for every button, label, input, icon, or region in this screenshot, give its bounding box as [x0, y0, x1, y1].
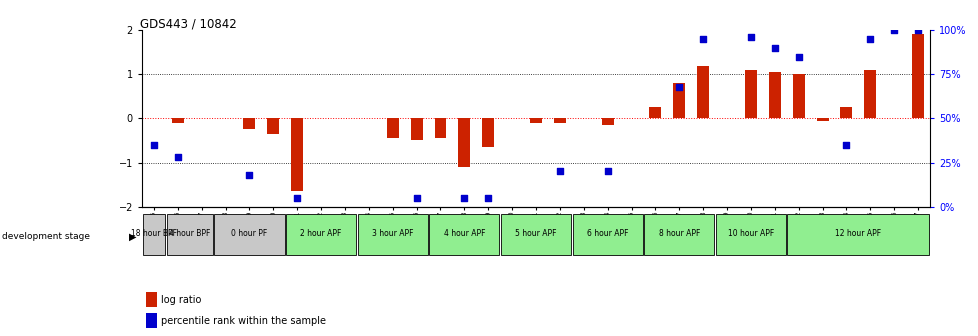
Bar	[786, 214, 928, 255]
Bar	[792, 74, 804, 119]
Bar	[214, 214, 285, 255]
Point	[170, 155, 186, 160]
Bar	[171, 119, 184, 123]
Point	[456, 195, 471, 201]
Point	[146, 142, 161, 148]
Bar	[696, 66, 708, 119]
Bar	[482, 119, 494, 147]
Bar	[816, 119, 827, 121]
Text: 18 hour BPF: 18 hour BPF	[131, 229, 177, 238]
Bar	[267, 119, 279, 134]
Point	[409, 195, 424, 201]
Bar	[864, 70, 875, 119]
Bar	[290, 119, 303, 191]
Bar	[146, 313, 157, 328]
Bar	[554, 119, 565, 123]
Text: 4 hour APF: 4 hour APF	[443, 229, 485, 238]
Text: ▶: ▶	[129, 232, 137, 242]
Bar	[744, 70, 756, 119]
Bar	[428, 214, 499, 255]
Bar	[166, 214, 212, 255]
Text: GDS443 / 10842: GDS443 / 10842	[140, 17, 237, 30]
Point	[742, 35, 758, 40]
Point	[766, 45, 781, 51]
Bar	[386, 119, 398, 138]
Point	[694, 36, 710, 42]
Bar	[768, 72, 780, 119]
Text: 3 hour APF: 3 hour APF	[372, 229, 413, 238]
Point	[289, 195, 305, 201]
Bar	[286, 214, 356, 255]
Text: 2 hour APF: 2 hour APF	[300, 229, 341, 238]
Text: percentile rank within the sample: percentile rank within the sample	[160, 316, 326, 326]
Point	[862, 36, 877, 42]
Bar	[911, 34, 923, 119]
Text: log ratio: log ratio	[160, 295, 201, 305]
Bar	[357, 214, 427, 255]
Point	[600, 169, 615, 174]
Bar	[410, 119, 422, 140]
Point	[242, 172, 257, 177]
Bar	[601, 119, 613, 125]
Text: 4 hour BPF: 4 hour BPF	[169, 229, 210, 238]
Point	[885, 28, 901, 33]
Bar	[840, 108, 852, 119]
Bar	[572, 214, 643, 255]
Point	[671, 84, 687, 89]
Text: development stage: development stage	[2, 233, 90, 241]
Text: 10 hour APF: 10 hour APF	[727, 229, 774, 238]
Point	[552, 169, 567, 174]
Point	[910, 28, 925, 33]
Bar	[644, 214, 714, 255]
Point	[790, 54, 806, 59]
Bar	[146, 292, 157, 307]
Point	[480, 195, 496, 201]
Bar	[648, 108, 661, 119]
Text: 8 hour APF: 8 hour APF	[658, 229, 699, 238]
Text: 6 hour APF: 6 hour APF	[586, 229, 628, 238]
Bar	[673, 83, 685, 119]
Text: 0 hour PF: 0 hour PF	[231, 229, 267, 238]
Bar	[501, 214, 570, 255]
Text: 12 hour APF: 12 hour APF	[834, 229, 880, 238]
Bar	[458, 119, 469, 167]
Bar	[244, 119, 255, 129]
Bar	[143, 214, 165, 255]
Point	[838, 142, 854, 148]
Bar	[715, 214, 785, 255]
Bar	[529, 119, 542, 123]
Text: 5 hour APF: 5 hour APF	[514, 229, 556, 238]
Bar	[434, 119, 446, 138]
